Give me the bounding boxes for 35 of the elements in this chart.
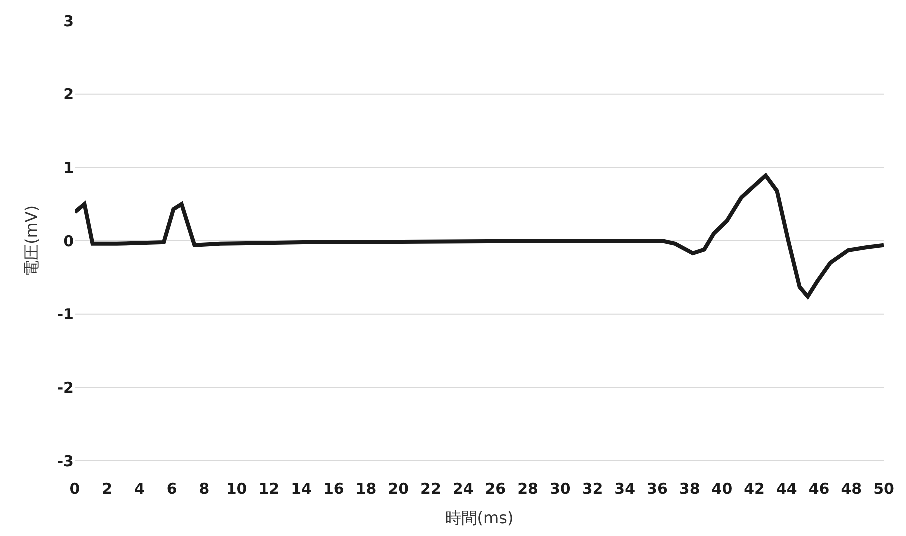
x-tick-label: 4	[134, 480, 145, 498]
x-tick-label: 36	[647, 480, 668, 498]
x-tick-label: 34	[614, 480, 636, 498]
y-tick-label: 0	[64, 232, 74, 250]
x-tick-label: 12	[258, 480, 280, 498]
x-tick-label: 48	[841, 480, 862, 498]
x-tick-label: 38	[679, 480, 700, 498]
x-tick-label: 10	[226, 480, 248, 498]
x-tick-label: 6	[166, 480, 178, 498]
x-tick-label: 2	[102, 480, 113, 498]
x-tick-label: 30	[550, 480, 571, 498]
x-tick-label: 16	[323, 480, 344, 498]
x-tick-label: 32	[582, 480, 604, 498]
y-tick-label: 2	[64, 86, 74, 104]
y-tick-label: -2	[57, 378, 74, 397]
x-tick-label: 24	[452, 480, 474, 498]
x-tick-label: 8	[199, 480, 210, 498]
x-tick-label: 20	[388, 480, 410, 498]
x-tick-label: 14	[291, 480, 312, 498]
x-tick-label: 44	[776, 480, 798, 498]
x-tick-label: 46	[808, 480, 830, 498]
x-tick-label: 28	[518, 480, 538, 498]
y-axis-title: 電圧(mV)	[22, 205, 42, 277]
y-tick-label: 3	[64, 12, 74, 30]
line-series	[75, 174, 884, 299]
y-tick-label: -3	[57, 452, 74, 470]
y-tick-label: 1	[64, 158, 74, 177]
x-tick-label: 26	[485, 480, 506, 498]
x-axis-title: 時間(ms)	[445, 508, 514, 528]
x-tick-label: 18	[356, 480, 377, 498]
x-tick-label: 42	[744, 480, 765, 498]
y-tick-label: -1	[57, 306, 74, 324]
x-tick-label: 40	[712, 480, 733, 498]
x-tick-label: 22	[420, 480, 442, 498]
x-tick-label: 50	[874, 480, 894, 498]
